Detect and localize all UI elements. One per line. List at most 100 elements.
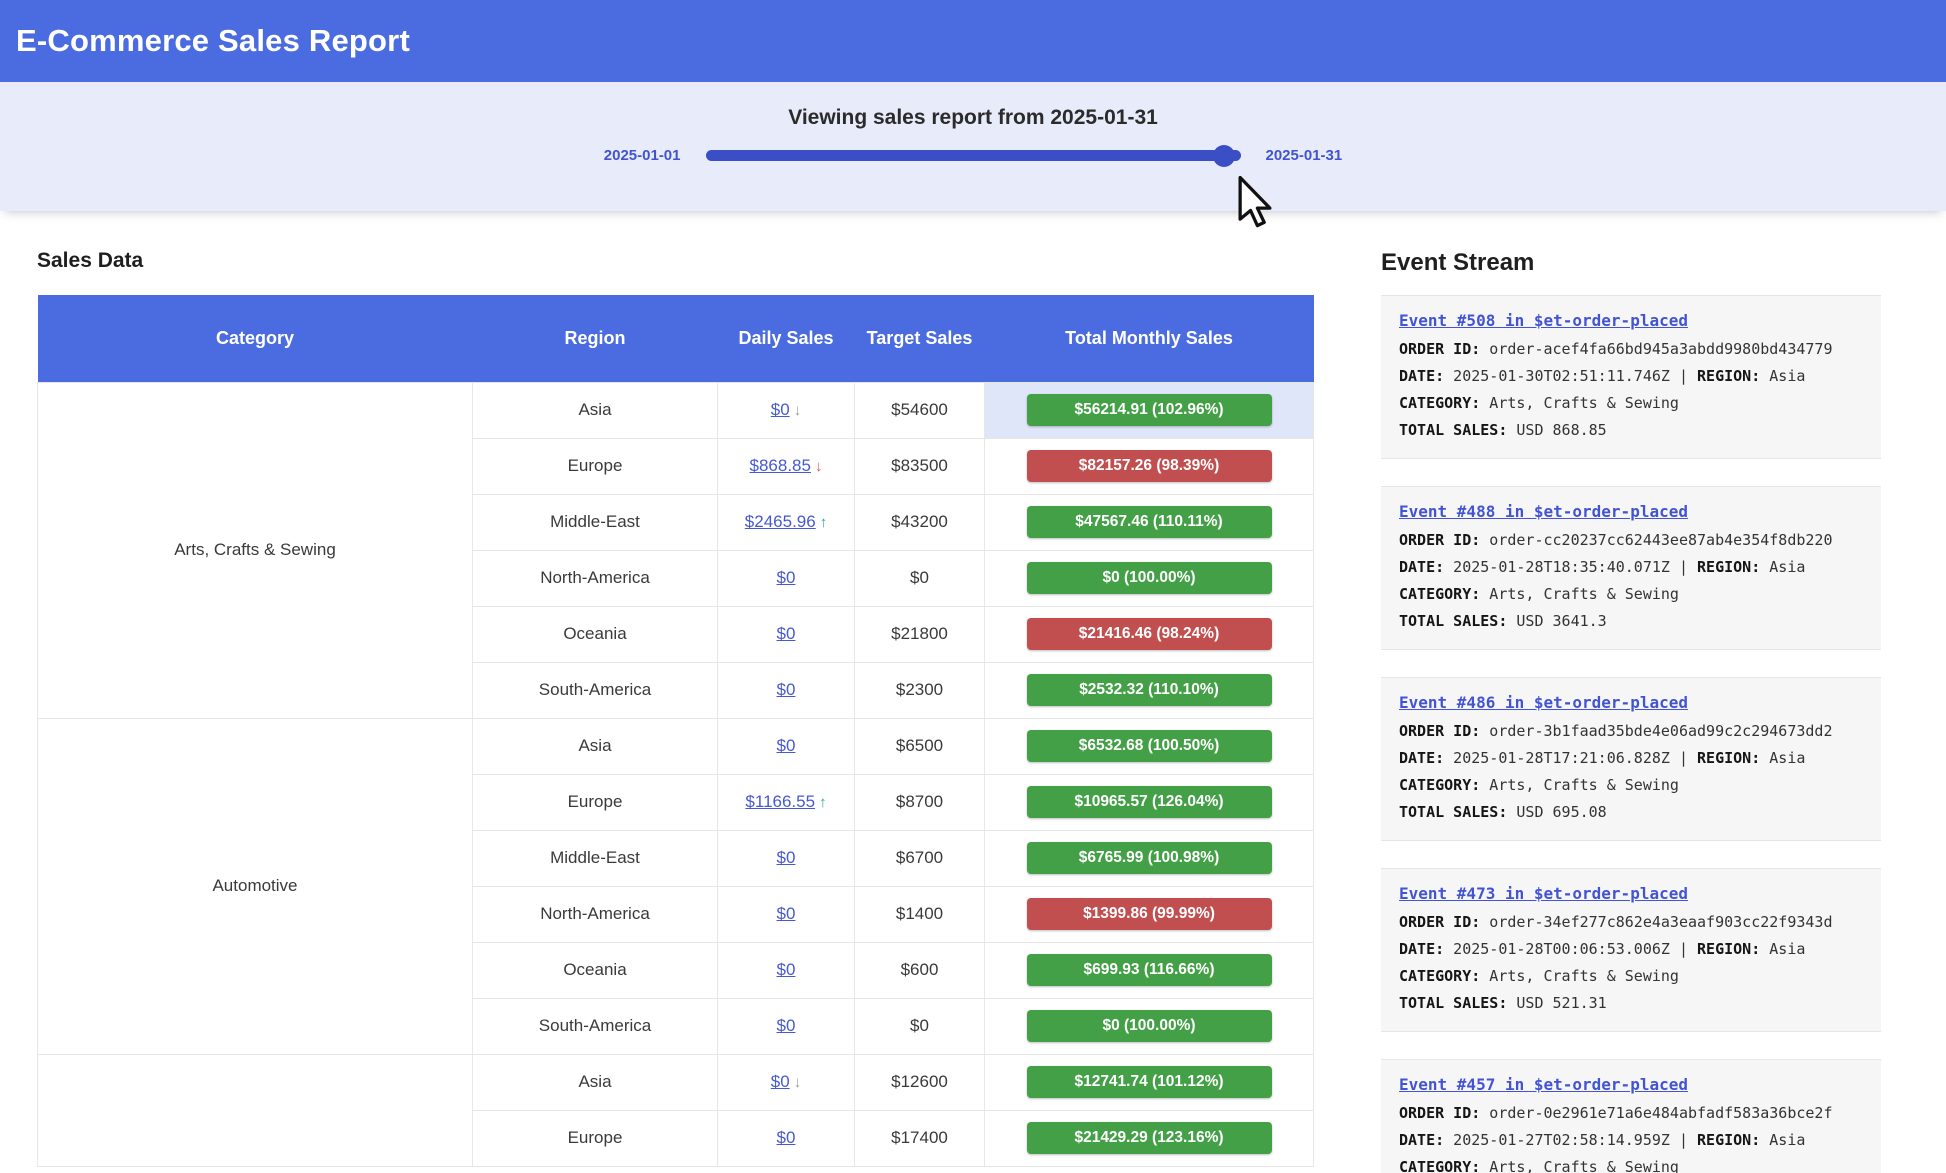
target-sales-cell: $17400 bbox=[854, 1109, 985, 1167]
event-title-link[interactable]: Event #457 in $et-order-placed bbox=[1399, 1075, 1688, 1094]
event-date: DATE: 2025-01-28T17:21:06.828Z | REGION:… bbox=[1399, 749, 1806, 767]
column-header-daily-sales: Daily Sales bbox=[717, 295, 855, 382]
table-row: Automotive Asia $0 $6500 $6532.68 (100.50%) bbox=[37, 717, 1314, 1055]
region-cell: Europe bbox=[472, 773, 718, 831]
region-cell: Middle-East bbox=[472, 493, 718, 551]
event-category: CATEGORY: Arts, Crafts & Sewing bbox=[1399, 776, 1679, 794]
event-title-link[interactable]: Event #486 in $et-order-placed bbox=[1399, 693, 1688, 712]
daily-sales-link[interactable]: $0 bbox=[776, 904, 796, 923]
event-card: Event #508 in $et-order-placed ORDER ID: … bbox=[1381, 295, 1881, 459]
target-sales-cell: $43200 bbox=[854, 493, 985, 551]
region-cell: Oceania bbox=[472, 605, 718, 663]
daily-sales-link[interactable]: $0 bbox=[776, 1128, 796, 1147]
total-monthly-sales-cell: $56214.91 (102.96%) bbox=[984, 381, 1314, 439]
daily-sales-link[interactable]: $0 bbox=[776, 736, 796, 755]
event-card: Event #473 in $et-order-placed ORDER ID: … bbox=[1381, 868, 1881, 1032]
daily-sales-cell: $0 bbox=[717, 997, 855, 1055]
category-cell bbox=[37, 1053, 473, 1167]
event-card: Event #457 in $et-order-placed ORDER ID: … bbox=[1381, 1059, 1881, 1173]
table-row: Arts, Crafts & Sewing Asia $0 ↓ $54600 $56214… bbox=[37, 381, 1314, 719]
trend-down-icon: ↓ bbox=[793, 402, 802, 419]
date-slider-thumb[interactable] bbox=[1213, 144, 1236, 167]
event-total-sales: TOTAL SALES: USD 868.85 bbox=[1399, 421, 1607, 439]
total-monthly-sales-cell: $47567.46 (110.11%) bbox=[984, 493, 1314, 551]
monthly-sales-badge: $0 (100.00%) bbox=[1026, 562, 1272, 594]
event-total-sales: TOTAL SALES: USD 521.31 bbox=[1399, 994, 1607, 1012]
target-sales-cell: $6500 bbox=[854, 717, 985, 775]
table-header-row: Category Region Daily Sales Target Sales Tot… bbox=[37, 295, 1314, 382]
table-row: Oceania $0 $600 $699.93 (116.66%) bbox=[38, 941, 1314, 999]
table-row: South-America $0 $0 $0 (100.00%) bbox=[38, 997, 1314, 1055]
target-sales-cell: $21800 bbox=[854, 605, 985, 663]
daily-sales-link[interactable]: $0 bbox=[770, 400, 790, 419]
target-sales-cell: $2300 bbox=[854, 661, 985, 719]
event-category: CATEGORY: Arts, Crafts & Sewing bbox=[1399, 394, 1679, 412]
table-row: Middle-East $2465.96 ↑ $43200 $47567.46 (110… bbox=[38, 493, 1314, 551]
slider-min-label: 2025-01-01 bbox=[603, 147, 681, 164]
total-monthly-sales-cell: $699.93 (116.66%) bbox=[984, 941, 1314, 999]
total-monthly-sales-cell: $0 (100.00%) bbox=[984, 997, 1314, 1055]
trend-up-icon: ↑ bbox=[819, 514, 828, 531]
region-cell: Europe bbox=[472, 1109, 718, 1167]
sales-data-heading: Sales Data bbox=[37, 249, 144, 272]
event-title-link[interactable]: Event #508 in $et-order-placed bbox=[1399, 311, 1688, 330]
daily-sales-link[interactable]: $1166.55 bbox=[745, 792, 816, 811]
daily-sales-link[interactable]: $0 bbox=[770, 1072, 790, 1091]
daily-sales-cell: $868.85 ↓ bbox=[717, 437, 855, 495]
total-monthly-sales-cell: $1399.86 (99.99%) bbox=[984, 885, 1314, 943]
total-monthly-sales-cell: $10965.57 (126.04%) bbox=[984, 773, 1314, 831]
region-cell: Asia bbox=[472, 381, 718, 439]
region-cell: Oceania bbox=[472, 941, 718, 999]
date-slider-track[interactable] bbox=[705, 144, 1241, 167]
event-title-link[interactable]: Event #488 in $et-order-placed bbox=[1399, 502, 1688, 521]
daily-sales-link[interactable]: $0 bbox=[776, 568, 796, 587]
daily-sales-link[interactable]: $0 bbox=[776, 960, 796, 979]
daily-sales-link[interactable]: $0 bbox=[776, 848, 796, 867]
daily-sales-cell: $0 bbox=[717, 661, 855, 719]
daily-sales-cell: $0 bbox=[717, 885, 855, 943]
daily-sales-cell: $0 bbox=[717, 605, 855, 663]
region-cell: North-America bbox=[472, 549, 718, 607]
total-monthly-sales-cell: $21416.46 (98.24%) bbox=[984, 605, 1314, 663]
target-sales-cell: $0 bbox=[854, 997, 985, 1055]
table-row: Asia $0 ↓ $12600 $12741.74 (101.12%) bbox=[37, 1053, 1314, 1167]
target-sales-cell: $600 bbox=[854, 941, 985, 999]
main-content: Sales Data Category Region Daily Sales Targ… bbox=[0, 211, 1946, 1173]
event-date: DATE: 2025-01-30T02:51:11.746Z | REGION:… bbox=[1399, 367, 1806, 385]
daily-sales-link[interactable]: $2465.96 bbox=[744, 512, 816, 531]
event-category: CATEGORY: Arts, Crafts & Sewing bbox=[1399, 585, 1679, 603]
target-sales-cell: $1400 bbox=[854, 885, 985, 943]
monthly-sales-badge: $12741.74 (101.12%) bbox=[1026, 1066, 1272, 1098]
daily-sales-link[interactable]: $0 bbox=[776, 624, 796, 643]
event-category: CATEGORY: Arts, Crafts & Sewing bbox=[1399, 1158, 1679, 1173]
monthly-sales-badge: $699.93 (116.66%) bbox=[1026, 954, 1272, 986]
event-order-id: ORDER ID: order-0e2961e71a6e484abfadf583… bbox=[1399, 1104, 1833, 1122]
daily-sales-link[interactable]: $0 bbox=[776, 680, 796, 699]
region-cell: Asia bbox=[472, 717, 718, 775]
monthly-sales-badge: $56214.91 (102.96%) bbox=[1026, 394, 1272, 426]
daily-sales-link[interactable]: $868.85 bbox=[749, 456, 811, 475]
total-monthly-sales-cell: $82157.26 (98.39%) bbox=[984, 437, 1314, 495]
total-monthly-sales-cell: $0 (100.00%) bbox=[984, 549, 1314, 607]
event-order-id: ORDER ID: order-3b1faad35bde4e06ad99c2c2… bbox=[1399, 722, 1833, 740]
event-order-id: ORDER ID: order-cc20237cc62443ee87ab4e35… bbox=[1399, 531, 1833, 549]
daily-sales-cell: $0 bbox=[717, 717, 855, 775]
trend-up-icon: ↑ bbox=[819, 794, 827, 811]
trend-down-icon: ↓ bbox=[814, 458, 823, 475]
event-title-link[interactable]: Event #473 in $et-order-placed bbox=[1399, 884, 1688, 903]
daily-sales-link[interactable]: $0 bbox=[776, 1016, 796, 1035]
event-order-id: ORDER ID: order-acef4fa66bd945a3abdd9980… bbox=[1399, 340, 1833, 358]
date-slider-section: Viewing sales report from 2025-01-31 202… bbox=[0, 82, 1946, 211]
daily-sales-cell: $0 ↓ bbox=[717, 1053, 855, 1111]
region-cell: Asia bbox=[472, 1053, 718, 1111]
monthly-sales-badge: $6532.68 (100.50%) bbox=[1026, 730, 1272, 762]
column-header-region: Region bbox=[472, 295, 718, 382]
daily-sales-cell: $1166.55 ↑ bbox=[717, 773, 855, 831]
app-header: E-Commerce Sales Report bbox=[0, 0, 1946, 82]
region-cell: South-America bbox=[472, 997, 718, 1055]
event-stream-panel: Event Stream Event #508 in $et-order-pla… bbox=[1381, 249, 1881, 1173]
daily-sales-cell: $0 bbox=[717, 1109, 855, 1167]
total-monthly-sales-cell: $6765.99 (100.98%) bbox=[984, 829, 1314, 887]
monthly-sales-badge: $21429.29 (123.16%) bbox=[1026, 1122, 1272, 1154]
trend-down-icon: ↓ bbox=[793, 1074, 802, 1091]
